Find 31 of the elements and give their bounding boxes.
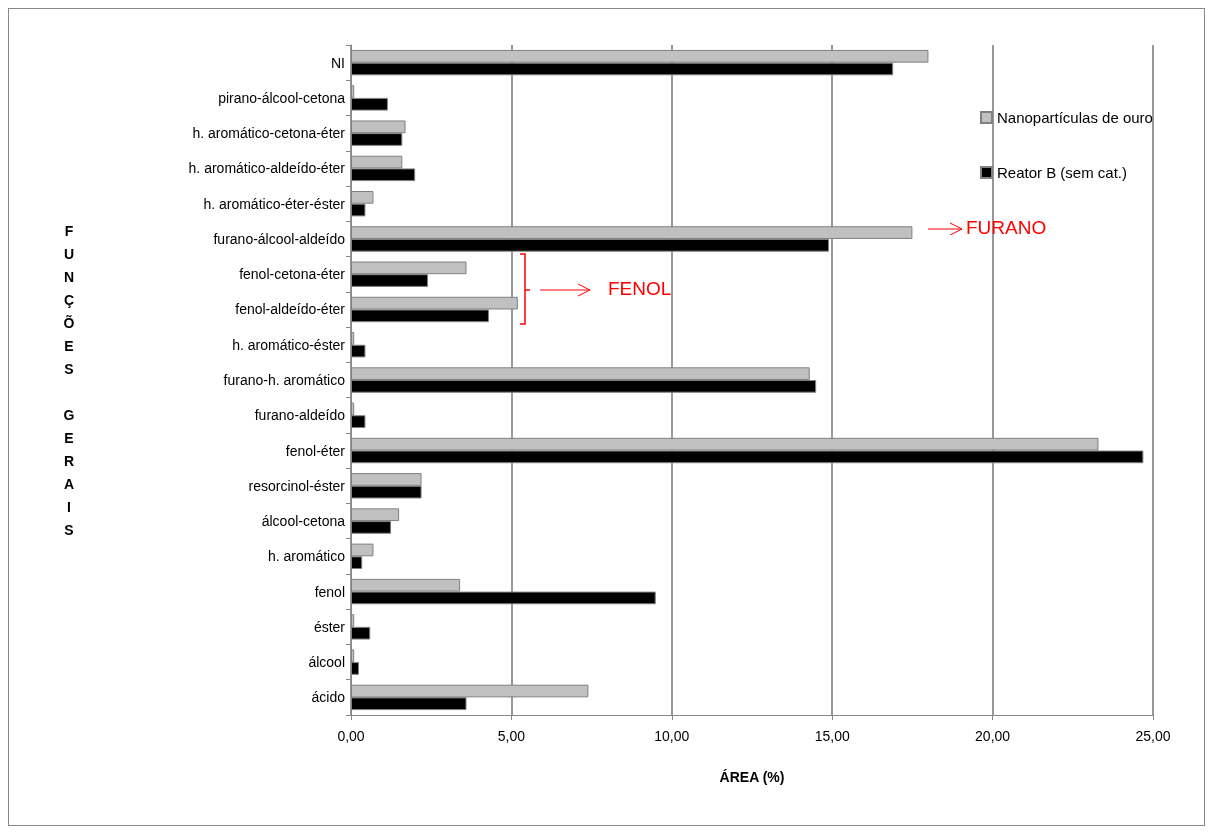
y-tick-label: fenol — [314, 583, 345, 600]
y-tick-label: h. aromático-éster — [232, 336, 346, 353]
y-tick-label: pirano-álcool-cetona — [218, 89, 346, 106]
x-tick-label: 10,00 — [654, 728, 690, 744]
y-tick-label: h. aromático-aldeído-éter — [188, 160, 346, 177]
x-tick-label: 5,00 — [497, 728, 526, 744]
y-tick-label: álcool-cetona — [261, 513, 346, 530]
y-tick-label: fenol-éter — [285, 442, 346, 459]
text: FUNÇÕES GERAIS — [63, 222, 75, 538]
y-tick-label: NI — [331, 54, 345, 71]
y-tick-label: ácido — [311, 689, 346, 706]
y-tick-label: h. aromático — [267, 548, 346, 565]
annotation: FURANO — [966, 217, 1047, 239]
y-tick-label: furano-h. aromático — [223, 372, 346, 388]
y-tick-label: resorcinol-éster — [248, 477, 346, 494]
y-tick-label: fenol-cetona-éter — [239, 266, 346, 283]
y-tick-label: h. aromático-éter-éster — [203, 195, 346, 212]
x-axis-title: ÁREA (%) — [719, 769, 785, 785]
x-tick-label: 25,00 — [1135, 728, 1171, 744]
x-tick-label: 15,00 — [814, 728, 850, 744]
y-tick-label: éster — [313, 618, 346, 635]
x-tick-label: 20,00 — [975, 728, 1011, 744]
x-tick-label: 0,00 — [337, 728, 365, 744]
y-tick-label: álcool — [308, 654, 345, 671]
y-tick-label: furano-álcool-aldeído — [213, 230, 346, 247]
legend-label: Reator B (sem cat.) — [997, 164, 1128, 181]
y-tick-label: furano-aldeído — [254, 407, 346, 424]
y-tick-label: h. aromático-cetona-éter — [192, 125, 346, 142]
annotation: FENOL — [608, 278, 672, 300]
legend-label: Nanopartículas de ouro — [997, 109, 1153, 126]
y-tick-label: fenol-aldeído-éter — [235, 301, 346, 318]
